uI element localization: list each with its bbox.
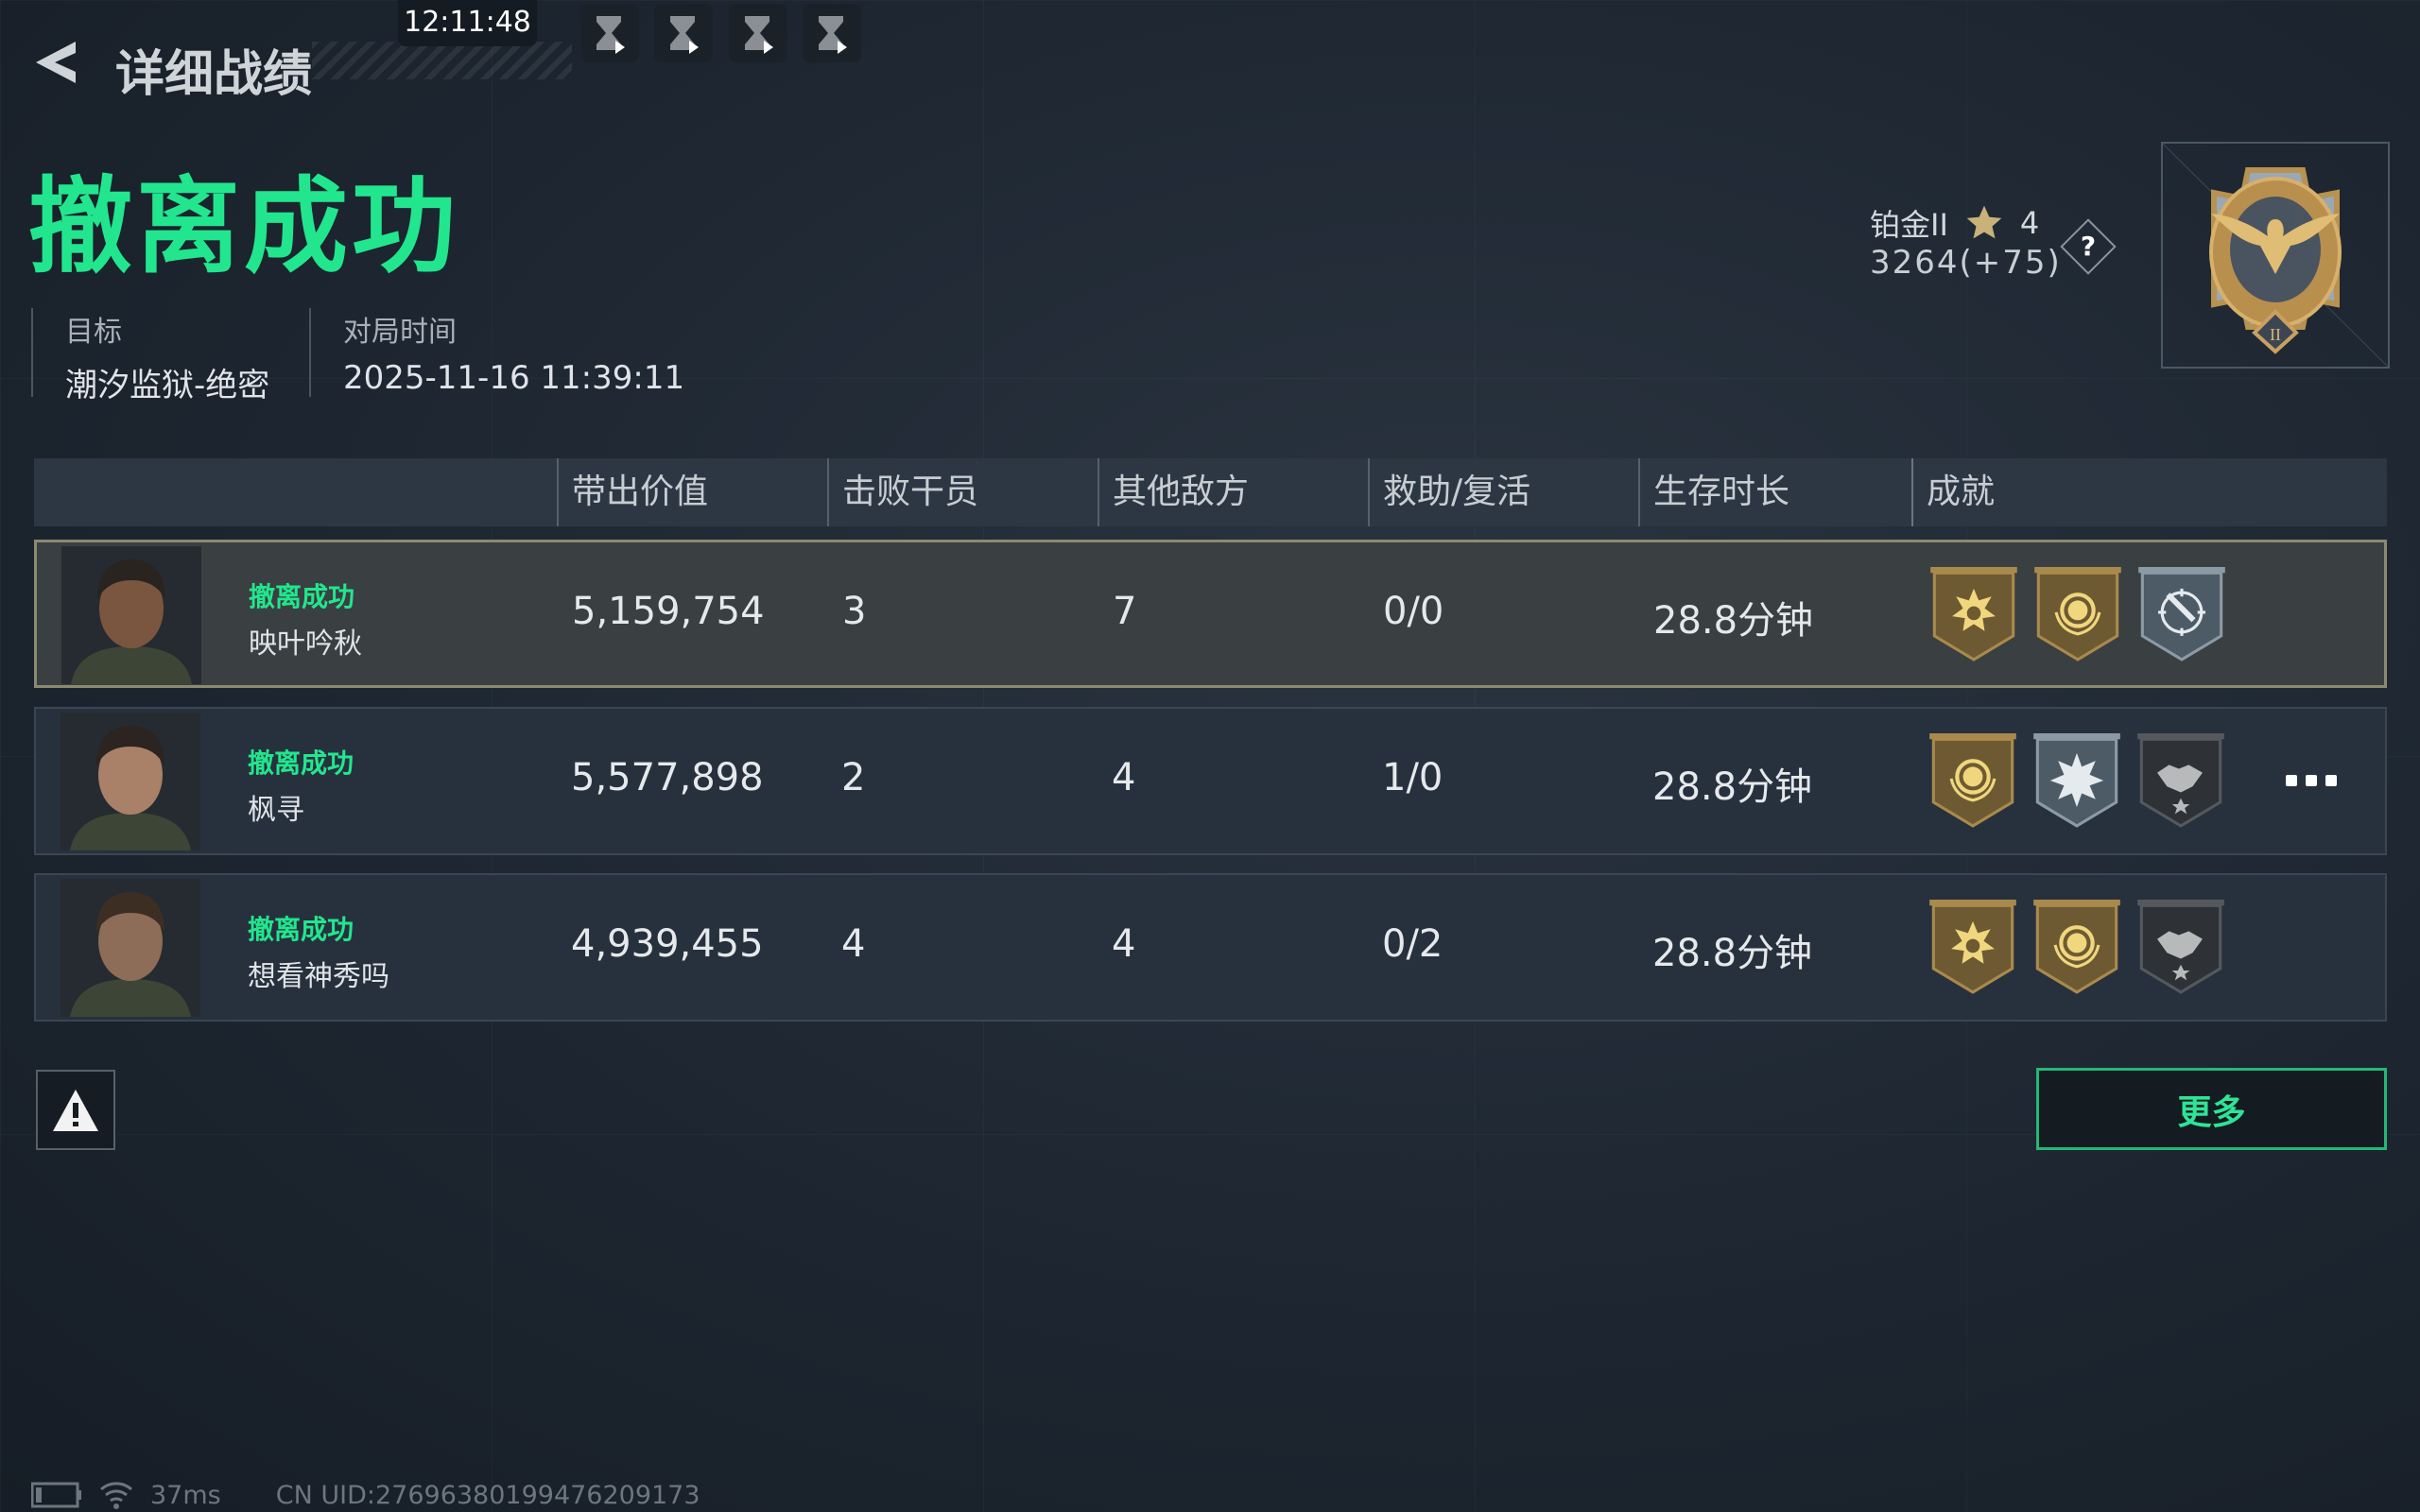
report-button[interactable] — [36, 1070, 115, 1150]
rank-score: 3264(+75) — [1870, 244, 2062, 282]
player-name: 映叶吟秋 — [249, 627, 362, 661]
gold-star-badge[interactable] — [1929, 900, 2016, 994]
gold-laurel-badge[interactable] — [2034, 567, 2121, 662]
column-header: 成就 — [1911, 458, 1995, 526]
avatar — [60, 713, 200, 850]
extract-value: 5,577,898 — [571, 756, 764, 799]
column-header: 击败干员 — [827, 458, 978, 526]
back-button[interactable] — [28, 36, 81, 89]
eagle-medal-icon: II — [2162, 143, 2389, 368]
match-time-value: 2025-11-16 11:39:11 — [343, 359, 685, 397]
other-enemies: 4 — [1112, 756, 1136, 799]
extract-value: 4,939,455 — [571, 922, 764, 966]
operator-portrait — [60, 879, 200, 1017]
status-bar: 37ms CN UID:27696380199476209173 — [31, 1480, 700, 1510]
survival-time: 28.8分钟 — [1653, 599, 1814, 643]
title-decoration — [312, 42, 572, 79]
operator-portrait — [60, 713, 200, 850]
more-button[interactable]: 更多 — [2036, 1068, 2387, 1150]
match-time-info: 对局时间 2025-11-16 11:39:11 — [309, 308, 684, 397]
medal-numeral: II — [2270, 325, 2281, 344]
other-enemies: 7 — [1113, 590, 1137, 633]
dark-handshake-badge[interactable] — [2137, 900, 2224, 994]
survival-time: 28.8分钟 — [1652, 765, 1813, 809]
clock: 12:11:48 — [398, 0, 537, 46]
player-row[interactable]: 撤离成功想看神秀吗 4,939,455 4 4 0/2 28.8分钟 — [34, 873, 2387, 1022]
replay-button[interactable] — [580, 4, 639, 62]
more-achievements-button[interactable] — [2286, 775, 2337, 786]
match-time-label: 对局时间 — [343, 316, 457, 349]
hourglass-icon — [819, 16, 847, 54]
column-header: 救助/复活 — [1368, 458, 1530, 526]
avatar — [61, 546, 201, 684]
column-header: 其他敌方 — [1098, 458, 1249, 526]
page-title: 详细战绩 — [115, 46, 313, 103]
extract-status: 撤离成功 — [249, 581, 355, 612]
player-row[interactable]: 撤离成功枫寻 5,577,898 2 4 1/0 28.8分钟 — [34, 707, 2387, 855]
help-button[interactable]: ? — [2060, 218, 2117, 275]
extract-value: 5,159,754 — [572, 590, 765, 633]
rank-info: 铂金II 4 3264(+75) — [1870, 202, 2062, 282]
back-arrow-icon — [36, 42, 76, 83]
avatar — [60, 879, 200, 1017]
operators-defeated: 3 — [842, 590, 867, 633]
rank-stars: 4 — [2019, 205, 2040, 241]
replay-button[interactable] — [729, 4, 787, 62]
hourglass-icon — [670, 16, 699, 54]
table-header: 带出价值 击败干员 其他敌方 救助/复活 生存时长 成就 — [34, 458, 2387, 526]
battery-icon — [31, 1482, 81, 1508]
column-header: 带出价值 — [557, 458, 708, 526]
operators-defeated: 2 — [841, 756, 866, 799]
replay-button[interactable] — [654, 4, 713, 62]
dark-handshake-badge[interactable] — [2137, 733, 2224, 828]
silver-explosion-badge[interactable] — [2033, 733, 2120, 828]
rank-tier: 铂金II — [1870, 207, 1948, 243]
target-value: 潮汐监狱-绝密 — [65, 367, 270, 404]
silver-knife-target-badge[interactable] — [2138, 567, 2225, 662]
help-icon: ? — [2080, 231, 2097, 262]
warning-icon — [53, 1089, 98, 1131]
survival-time: 28.8分钟 — [1652, 932, 1813, 975]
player-name: 想看神秀吗 — [248, 960, 389, 993]
wifi-icon — [100, 1482, 132, 1509]
rank-medal: II — [2161, 142, 2390, 369]
other-enemies: 4 — [1112, 922, 1136, 966]
result-title: 撤离成功 — [28, 166, 459, 287]
star-icon — [1966, 205, 2002, 239]
player-row[interactable]: 撤离成功映叶吟秋 5,159,754 3 7 0/0 28.8分钟 — [34, 540, 2387, 688]
extract-status: 撤离成功 — [248, 747, 354, 779]
uid: CN UID:27696380199476209173 — [275, 1480, 700, 1510]
rescue-revive: 0/0 — [1383, 590, 1444, 633]
gold-laurel-badge[interactable] — [1929, 733, 2016, 828]
ping: 37ms — [150, 1480, 221, 1510]
extract-status: 撤离成功 — [248, 914, 354, 945]
player-name: 枫寻 — [248, 794, 304, 827]
operators-defeated: 4 — [841, 922, 866, 966]
gold-laurel-badge[interactable] — [2033, 900, 2120, 994]
rescue-revive: 0/2 — [1382, 922, 1443, 966]
target-info: 目标 潮汐监狱-绝密 — [31, 308, 269, 404]
operator-portrait — [61, 546, 201, 684]
hourglass-icon — [596, 16, 625, 54]
gold-star-badge[interactable] — [1930, 567, 2017, 662]
target-label: 目标 — [65, 316, 122, 349]
column-header: 生存时长 — [1638, 458, 1789, 526]
replay-button[interactable] — [803, 4, 861, 62]
hourglass-icon — [745, 16, 773, 54]
rescue-revive: 1/0 — [1382, 756, 1443, 799]
